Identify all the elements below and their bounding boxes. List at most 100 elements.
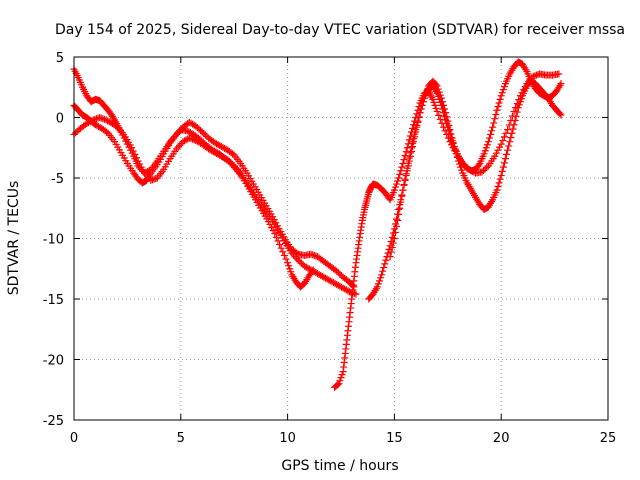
grid-lines: [74, 57, 608, 420]
data-point: [475, 161, 483, 169]
data-point: [195, 125, 203, 133]
data-point: [432, 104, 440, 112]
data-point: [449, 140, 457, 148]
data-point: [514, 104, 522, 112]
data-point: [499, 86, 507, 94]
data-point: [294, 256, 302, 264]
data-point: [227, 159, 235, 167]
data-point: [429, 95, 437, 103]
data-point: [229, 150, 237, 158]
data-point: [374, 280, 382, 288]
data-point: [285, 262, 293, 270]
data-point: [192, 122, 200, 130]
data-point: [481, 165, 489, 173]
data-point: [224, 156, 232, 164]
data-point: [334, 381, 342, 389]
data-point: [401, 176, 409, 184]
data-point: [436, 115, 444, 123]
data-point: [492, 110, 500, 118]
y-tick-label: -10: [43, 233, 64, 248]
data-point: [406, 152, 414, 160]
data-point: [404, 162, 412, 170]
data-point: [531, 72, 539, 80]
data-point: [493, 106, 501, 114]
data-point: [555, 70, 563, 78]
data-point: [274, 237, 282, 245]
data-point: [134, 157, 142, 165]
data-point: [490, 119, 498, 127]
data-point: [136, 160, 144, 168]
data-point: [189, 135, 197, 143]
data-point: [397, 196, 405, 204]
data-point: [137, 163, 145, 171]
data-point: [150, 175, 158, 183]
axis-ticks: 0 5 10 15 20 25 -25 -20 -15 -10 -5 0 5: [43, 51, 617, 446]
data-point: [284, 259, 292, 267]
chart-title: Day 154 of 2025, Sidereal Day-to-day VTE…: [55, 22, 625, 38]
data-point: [517, 95, 525, 103]
data-point: [484, 138, 492, 146]
data-point: [91, 115, 99, 123]
data-point: [507, 133, 515, 141]
data-point: [500, 83, 508, 91]
data-point: [395, 205, 403, 213]
x-axis-label: GPS time / hours: [281, 458, 398, 474]
data-point: [388, 233, 396, 241]
data-point: [516, 98, 524, 106]
data-point: [297, 259, 305, 267]
data-point: [491, 115, 499, 123]
data-point: [511, 117, 519, 125]
data-point: [382, 256, 390, 264]
data-point: [336, 270, 344, 278]
y-axis-label: SDTVAR / TECUs: [6, 181, 22, 296]
data-point: [442, 116, 450, 124]
data-point: [381, 260, 389, 268]
data-point: [515, 101, 523, 109]
data-point: [419, 98, 427, 106]
data-point: [497, 140, 505, 148]
data-point: [390, 186, 398, 194]
data-point: [482, 144, 490, 152]
data-point: [385, 245, 393, 253]
data-point: [399, 186, 407, 194]
data-point: [383, 253, 391, 261]
data-point: [88, 117, 96, 125]
data-point: [379, 267, 387, 275]
data-point: [491, 152, 499, 160]
data-point: [132, 154, 140, 162]
data-point: [438, 105, 446, 113]
data-point: [510, 121, 518, 129]
data-point: [280, 251, 288, 259]
data-point: [441, 112, 449, 120]
x-tick-label: 0: [70, 431, 78, 446]
data-point: [440, 109, 448, 117]
y-tick-label: 0: [56, 112, 64, 127]
data-point: [444, 123, 452, 131]
data-point: [72, 129, 80, 137]
data-point: [148, 176, 156, 184]
data-point: [430, 98, 438, 106]
data-point: [478, 168, 486, 176]
data-point: [409, 124, 417, 132]
data-point: [496, 143, 504, 151]
data-point: [443, 120, 451, 128]
x-tick-label: 20: [493, 431, 510, 446]
data-point: [333, 267, 341, 275]
data-point: [497, 92, 505, 100]
data-point: [310, 251, 318, 259]
data-point: [458, 166, 466, 174]
data-point: [309, 251, 317, 259]
data-point: [400, 156, 408, 164]
series-track-b: [70, 65, 358, 291]
data-point: [279, 248, 287, 256]
data-point: [413, 123, 421, 131]
data-point: [509, 125, 517, 133]
data-point: [92, 115, 100, 123]
data-point: [386, 242, 394, 250]
data-point: [73, 127, 81, 135]
data-point: [418, 101, 426, 109]
data-point: [394, 177, 402, 185]
data-point: [128, 144, 136, 152]
data-point: [498, 167, 506, 175]
